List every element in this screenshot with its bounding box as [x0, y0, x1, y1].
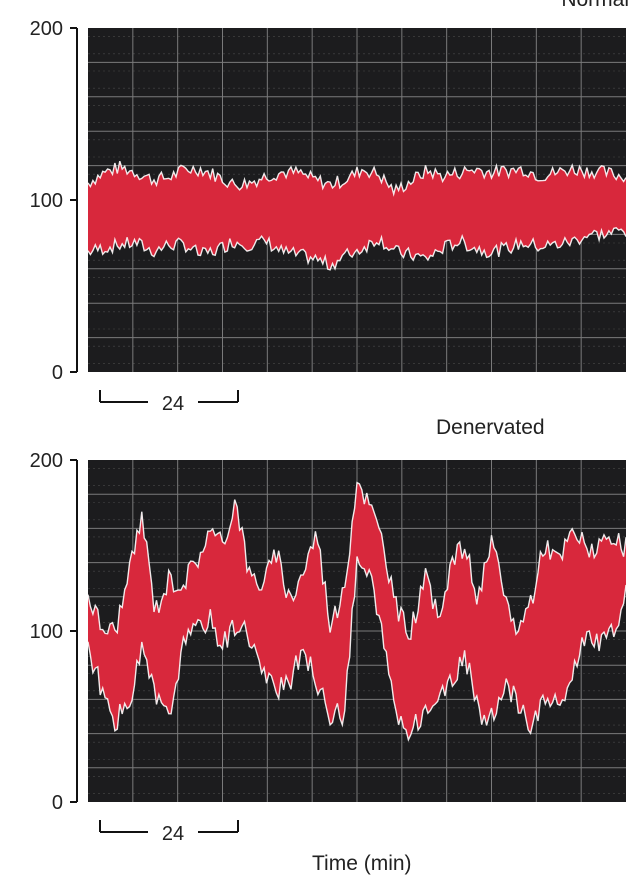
normal-panel: 0 100 200 24 — [30, 18, 627, 415]
y-tick-label: 100 — [30, 190, 63, 212]
trace-band — [88, 482, 626, 740]
trace-upper-edge — [87, 160, 627, 197]
trace-upper-edge — [87, 481, 627, 640]
chart-title-normal: Normal — [561, 0, 629, 12]
y-tick-label: 0 — [52, 792, 63, 814]
x-axis-label: Time (min) — [312, 852, 412, 875]
trace-lower-edge — [87, 556, 627, 742]
scale-bar-label: 24 — [162, 823, 184, 845]
trace-lower-edge — [87, 227, 627, 271]
y-tick-label: 100 — [30, 621, 63, 643]
trace-band — [88, 161, 626, 270]
denervated-panel: 0 100 200 24 — [30, 450, 627, 845]
y-tick-label: 200 — [30, 18, 63, 40]
scale-bar-label: 24 — [162, 393, 184, 415]
y-tick-label: 200 — [30, 450, 63, 472]
y-tick-label: 0 — [52, 362, 63, 384]
chart-title-denervated: Denervated — [436, 416, 545, 439]
